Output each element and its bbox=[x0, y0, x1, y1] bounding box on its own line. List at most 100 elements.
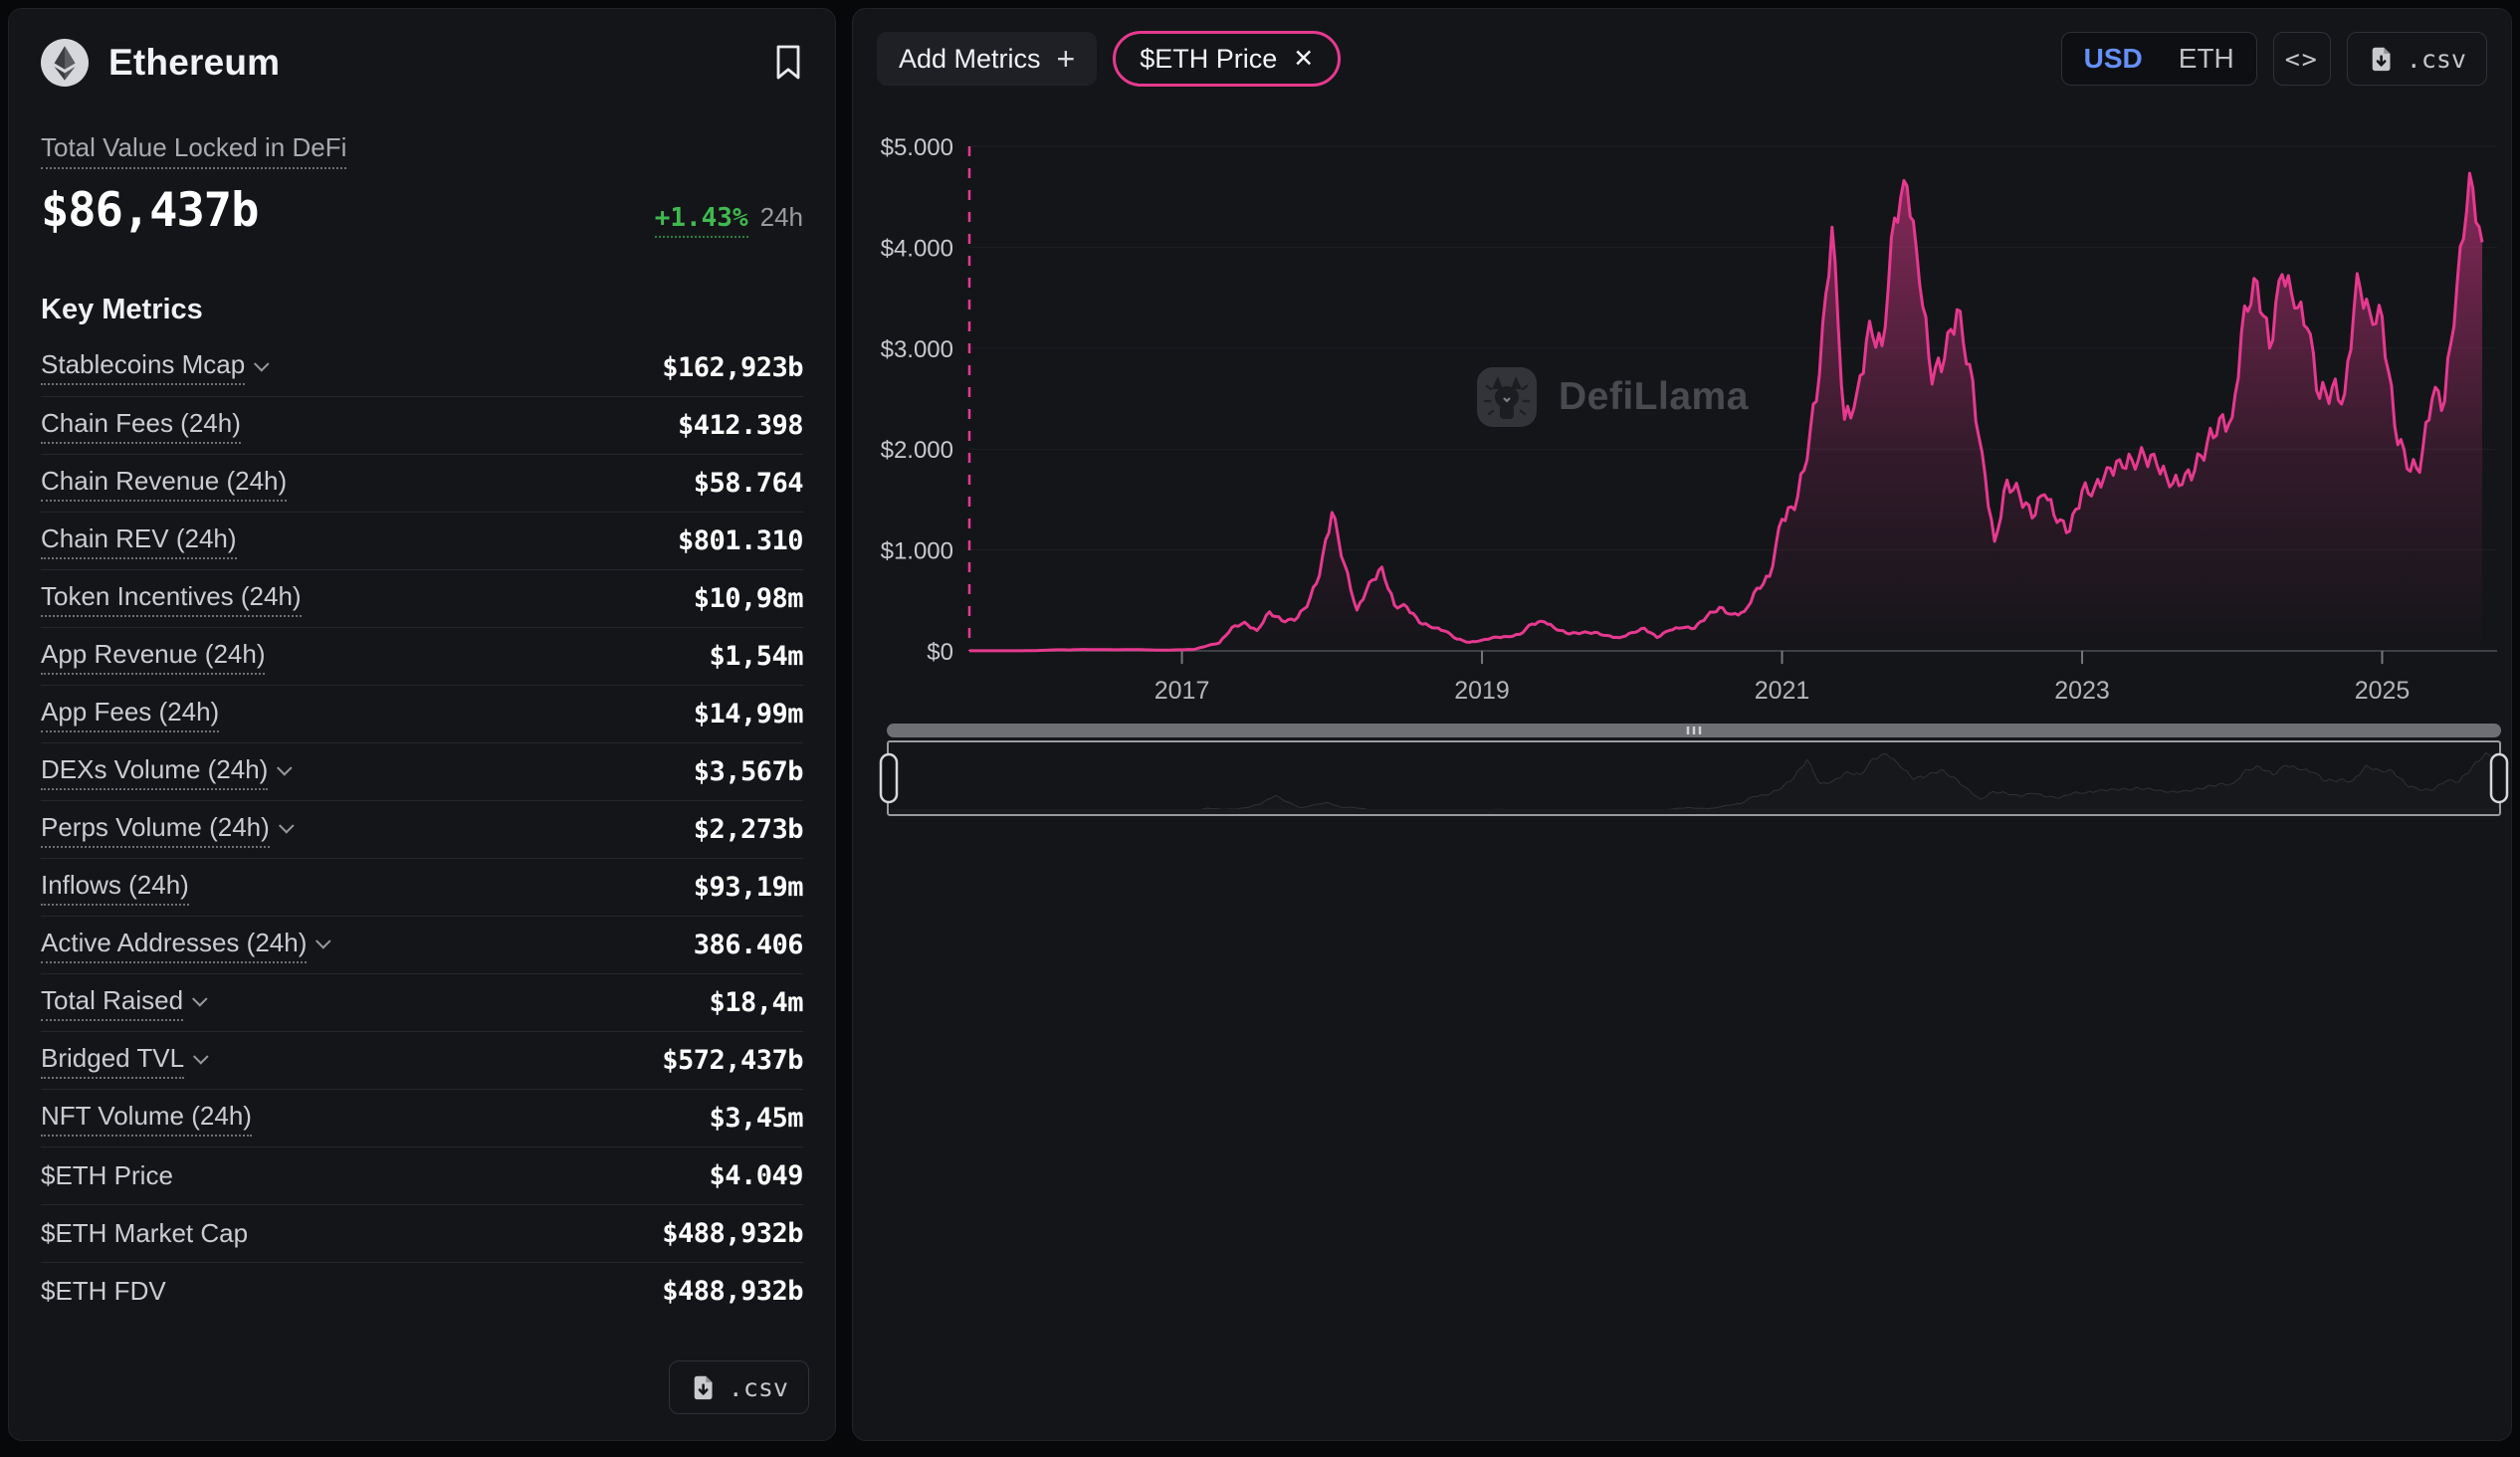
metric-label[interactable]: Stablecoins Mcap bbox=[41, 349, 246, 385]
metric-row: $ETH Market Cap $488,932b bbox=[41, 1204, 803, 1262]
metric-value: $4.049 bbox=[709, 1160, 803, 1191]
metric-value: 386.406 bbox=[693, 930, 804, 960]
metric-row: $ETH Price $4.049 bbox=[41, 1146, 803, 1204]
metric-label[interactable]: DEXs Volume (24h) bbox=[41, 754, 269, 790]
chevron-down-icon[interactable] bbox=[278, 818, 295, 834]
brush-silhouette bbox=[889, 751, 2500, 814]
price-line bbox=[969, 171, 2484, 653]
x-axis-label: 2025 bbox=[2355, 677, 2411, 705]
add-metrics-button[interactable]: Add Metrics + bbox=[877, 32, 1098, 86]
brush-handle-left[interactable] bbox=[879, 752, 899, 804]
metric-label[interactable]: Active Addresses (24h) bbox=[41, 928, 308, 963]
price-line-chart[interactable]: $0 $1.000 $2.000 $3.000 $4.000 $5.000 2017 2019… bbox=[853, 108, 2513, 716]
embed-code-button[interactable]: <> bbox=[2272, 32, 2331, 86]
metric-value: $2,273b bbox=[693, 814, 804, 845]
chevron-down-icon[interactable] bbox=[192, 991, 208, 1007]
csv-button-label: .csv bbox=[728, 1372, 788, 1402]
time-range-brush[interactable] bbox=[879, 724, 2509, 823]
metric-value: $58.764 bbox=[693, 468, 804, 499]
metric-label[interactable]: Chain Revenue (24h) bbox=[41, 466, 288, 502]
metric-row: Inflows (24h) $93,19m bbox=[41, 858, 804, 916]
ethereum-logo-icon bbox=[41, 39, 89, 87]
metric-row: Token Incentives (24h) $10,98m bbox=[41, 569, 804, 627]
tvl-change-period: 24h bbox=[759, 202, 803, 232]
file-download-icon bbox=[2372, 47, 2391, 71]
y-axis-label: $5.000 bbox=[881, 134, 953, 161]
metric-label[interactable]: Perps Volume (24h) bbox=[41, 812, 270, 848]
metric-label[interactable]: NFT Volume (24h) bbox=[41, 1101, 252, 1137]
metric-label[interactable]: Token Incentives (24h) bbox=[41, 581, 302, 617]
price-chart-area: DefiLlama $0 $1.000 $2.000 $3.000 $4.000 $5.0… bbox=[853, 108, 2513, 716]
metric-value: $10,98m bbox=[693, 583, 804, 614]
bookmark-icon bbox=[776, 45, 800, 80]
currency-option-eth[interactable]: ETH bbox=[2161, 43, 2252, 75]
metric-row: Perps Volume (24h) $2,273b bbox=[41, 800, 804, 858]
chevron-down-icon[interactable] bbox=[277, 760, 293, 776]
metric-value: $3,45m bbox=[709, 1103, 803, 1134]
y-axis-label: $0 bbox=[927, 639, 953, 666]
chevron-down-icon[interactable] bbox=[254, 355, 270, 372]
metric-row: $ETH FDV $488,932b bbox=[41, 1262, 803, 1320]
metric-row: DEXs Volume (24h) $3,567b bbox=[41, 742, 804, 800]
metric-label[interactable]: Bridged TVL bbox=[41, 1043, 185, 1079]
metric-label: $ETH Price bbox=[41, 1160, 173, 1190]
x-axis-label: 2021 bbox=[1755, 677, 1810, 705]
metric-value: $412.398 bbox=[677, 410, 804, 441]
tvl-block: Total Value Locked in DeFi $86,437b +1.4… bbox=[9, 132, 835, 238]
metric-row: Stablecoins Mcap $162,923b bbox=[41, 338, 803, 396]
y-axis-label: $2.000 bbox=[881, 437, 953, 464]
metric-label[interactable]: Chain REV (24h) bbox=[41, 523, 237, 559]
y-axis-label: $3.000 bbox=[881, 336, 953, 363]
price-area-fill bbox=[969, 173, 2482, 651]
close-icon[interactable]: ✕ bbox=[1293, 44, 1315, 73]
metric-label[interactable]: App Revenue (24h) bbox=[41, 639, 266, 675]
key-metrics-title: Key Metrics bbox=[41, 294, 203, 325]
y-axis-label: $1.000 bbox=[881, 538, 953, 565]
currency-toggle: USD ETH bbox=[2060, 32, 2257, 86]
metric-row: Bridged TVL $572,437b bbox=[41, 1031, 803, 1089]
bookmark-button[interactable] bbox=[773, 44, 803, 82]
metric-row: Chain REV (24h) $801.310 bbox=[41, 512, 804, 569]
brush-minimap[interactable] bbox=[879, 724, 2509, 823]
metric-label[interactable]: Chain Fees (24h) bbox=[41, 408, 241, 444]
metric-value: $3,567b bbox=[693, 756, 804, 787]
metric-value: $801.310 bbox=[677, 525, 804, 556]
metric-label[interactable]: Total Raised bbox=[41, 985, 184, 1021]
embed-icon: <> bbox=[2284, 44, 2319, 74]
metric-label: $ETH Market Cap bbox=[41, 1218, 249, 1248]
x-axis-label: 2023 bbox=[2054, 677, 2110, 705]
tvl-change-badge[interactable]: +1.43% bbox=[654, 203, 748, 238]
metric-row: Chain Fees (24h) $412.398 bbox=[41, 396, 804, 454]
currency-option-usd[interactable]: USD bbox=[2066, 43, 2161, 75]
metric-value: $18,4m bbox=[709, 987, 803, 1018]
selected-metric-pill[interactable]: $ETH Price ✕ bbox=[1113, 31, 1342, 87]
x-axis-label: 2017 bbox=[1155, 677, 1210, 705]
metric-label[interactable]: Inflows (24h) bbox=[41, 870, 189, 906]
chart-toolbar: Add Metrics + $ETH Price ✕ USD ETH <> bbox=[853, 9, 2511, 87]
chart-download-csv-button[interactable]: .csv bbox=[2346, 32, 2487, 86]
metric-row: App Fees (24h) $14,99m bbox=[41, 685, 804, 742]
tvl-value: $86,437b bbox=[41, 183, 259, 238]
metric-value: $572,437b bbox=[662, 1045, 803, 1076]
chain-overview-panel: Ethereum Total Value Locked in DeFi $86,… bbox=[8, 8, 836, 1441]
file-download-icon bbox=[694, 1375, 713, 1399]
metric-value: $488,932b bbox=[662, 1276, 803, 1307]
metric-row: Chain Revenue (24h) $58.764 bbox=[41, 454, 804, 512]
chain-header: Ethereum bbox=[9, 9, 835, 87]
csv-button-label: .csv bbox=[2406, 44, 2466, 74]
tvl-label[interactable]: Total Value Locked in DeFi bbox=[41, 132, 347, 169]
metric-row: Active Addresses (24h) 386.406 bbox=[41, 916, 804, 973]
x-axis-label: 2019 bbox=[1454, 677, 1510, 705]
metric-value: $93,19m bbox=[693, 872, 804, 903]
brush-handle-right[interactable] bbox=[2489, 752, 2509, 804]
metric-row: Total Raised $18,4m bbox=[41, 973, 803, 1031]
metric-value: $1,54m bbox=[709, 641, 803, 672]
metric-label[interactable]: App Fees (24h) bbox=[41, 697, 220, 732]
metric-row: App Revenue (24h) $1,54m bbox=[41, 627, 803, 685]
sidebar-download-csv-button[interactable]: .csv bbox=[668, 1360, 809, 1414]
key-metrics-list: Stablecoins Mcap $162,923b Chain Fees (24h… bbox=[9, 338, 835, 1320]
page-title: Ethereum bbox=[108, 42, 281, 83]
chevron-down-icon[interactable] bbox=[193, 1049, 209, 1065]
chevron-down-icon[interactable] bbox=[315, 934, 331, 949]
y-axis-label: $4.000 bbox=[881, 235, 953, 262]
